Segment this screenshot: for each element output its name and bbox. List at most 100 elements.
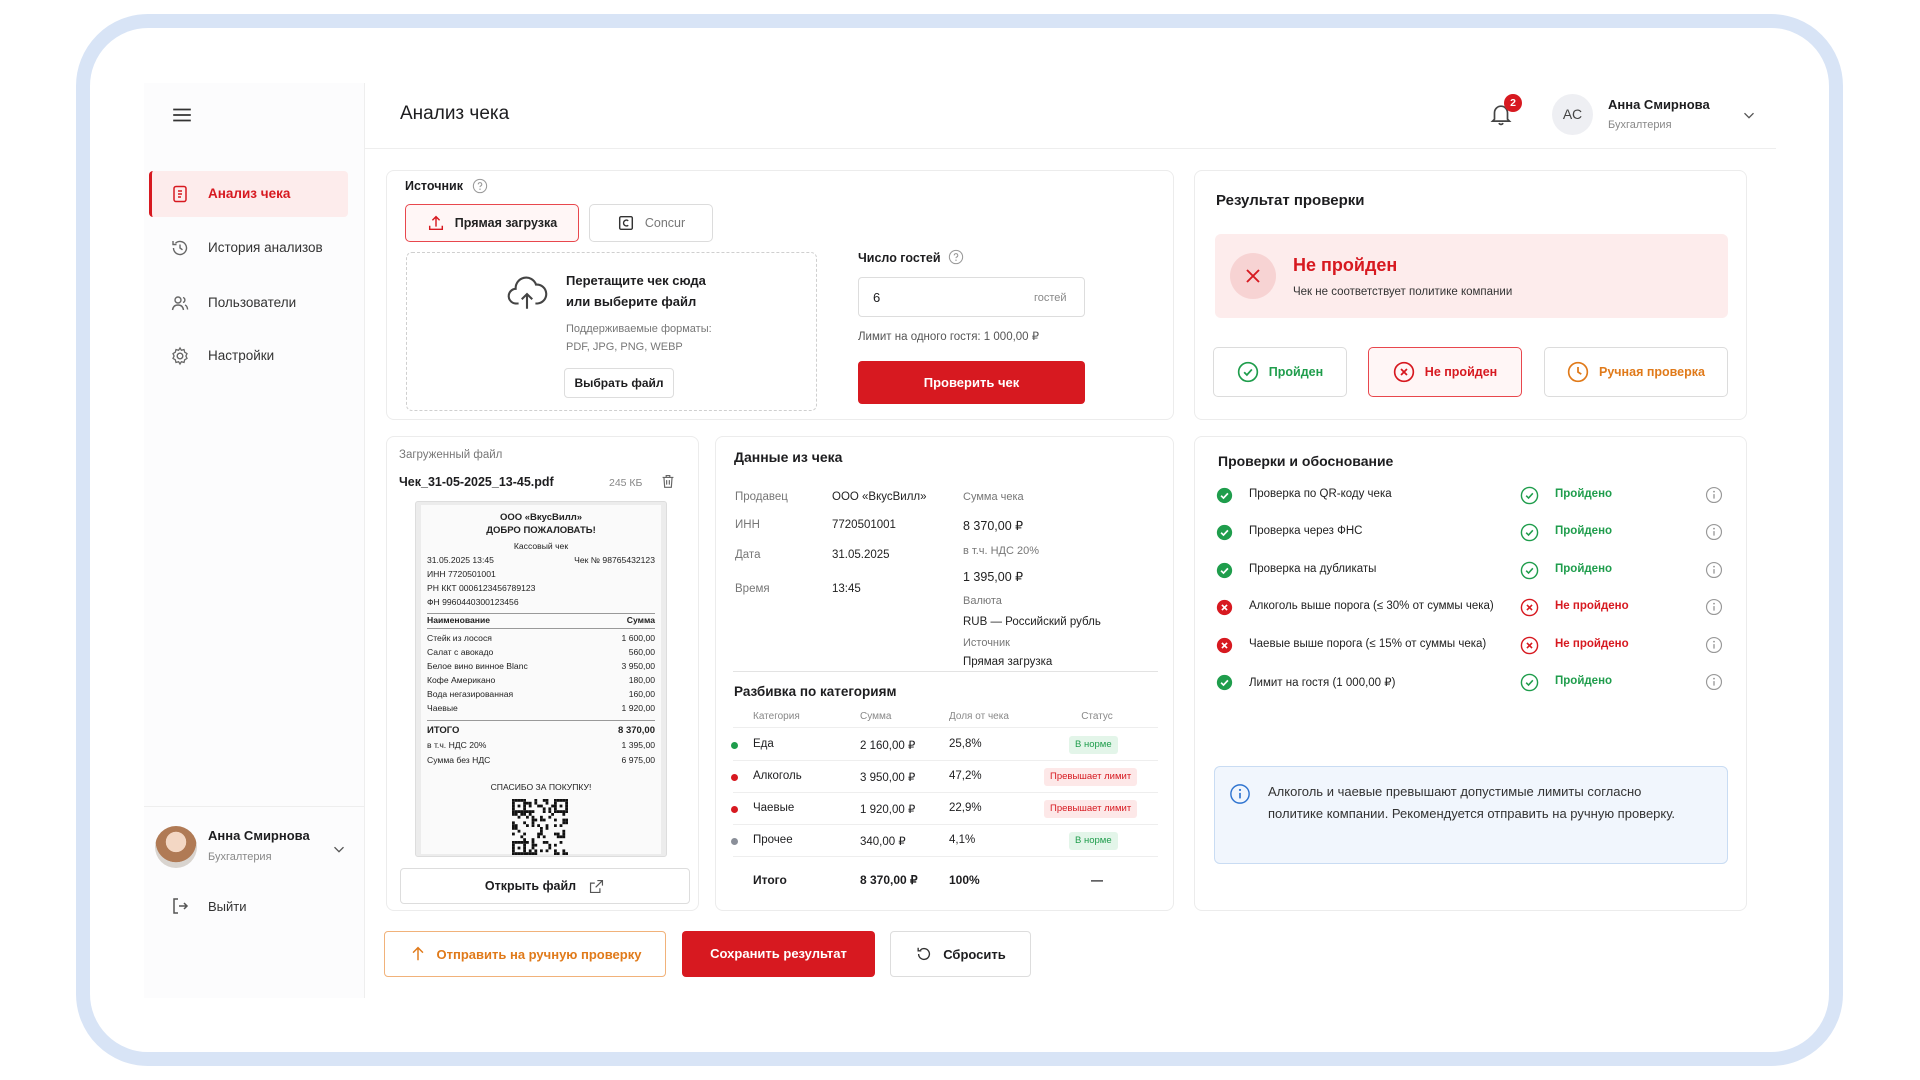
save-button[interactable]: Сохранить результат [682, 931, 875, 977]
receipt-footer: СПАСИБО ЗА ПОКУПКУ! [490, 782, 592, 792]
guests-label: Число гостей [858, 251, 941, 265]
dropzone-title: или выберите файл [566, 294, 697, 309]
receipt-total-sum: 1 395,00 [621, 740, 655, 750]
guests-value: 6 [873, 290, 881, 305]
user-avatar [155, 826, 197, 868]
check-icon [1216, 487, 1233, 504]
table-rule [733, 792, 1158, 793]
check-status-icon [1520, 636, 1539, 654]
nav-item[interactable]: Анализ чека [149, 171, 348, 217]
nav-label: Настройки [208, 348, 275, 363]
check-icon [1216, 637, 1233, 653]
check-icon [1216, 674, 1233, 691]
receipt-item: Вода негазированная [427, 689, 514, 699]
nav-icon [171, 296, 189, 311]
table-total: — [1091, 873, 1103, 887]
receipt-total-sum: 6 975,00 [621, 755, 655, 765]
option-icon [1393, 361, 1414, 383]
tab-direct-upload[interactable]: Прямая загрузка [405, 204, 579, 242]
receipt-item: Стейк из лосося [427, 633, 492, 643]
check-status: Пройдено [1555, 562, 1613, 575]
receipt-total: ИТОГО [427, 725, 460, 736]
table-rule [733, 824, 1158, 825]
manual-review-button[interactable]: Отправить на ручную проверку [384, 931, 666, 977]
check-status: Не пройдено [1555, 600, 1629, 613]
check-status: Не пройдено [1555, 637, 1629, 650]
category-dot [731, 838, 738, 845]
file-name: Чек_31-05-2025_13-45.pdf [399, 475, 554, 489]
total-value: Прямая загрузка [963, 656, 1053, 668]
header-user-role: Бухгалтерия [1608, 119, 1672, 131]
button-label: Сбросить [943, 946, 1006, 962]
receipt-item-sum: 3 950,00 [621, 661, 655, 671]
check-button[interactable]: Проверить чек [858, 361, 1085, 404]
tab-concur[interactable]: Concur [589, 204, 713, 242]
delete-icon [662, 475, 674, 488]
user-name: Анна Смирнова [208, 828, 310, 843]
info-button [1705, 524, 1723, 541]
table-cell: Алкоголь [753, 770, 802, 782]
table-cell: 1 920,00 ₽ [860, 804, 916, 816]
receipt-number: Чек № 98765432123 [574, 555, 655, 565]
result-status: Не пройден [1293, 255, 1398, 275]
check-status-icon [1520, 524, 1539, 542]
check-status: Пройдено [1555, 488, 1613, 500]
receipt-company: ООО «ВкусВилл» [499, 512, 583, 523]
table-total: Итого [753, 873, 787, 887]
field-label: ИНН [735, 519, 760, 531]
nav-icon [173, 185, 187, 203]
result-option[interactable]: Пройден [1213, 347, 1347, 397]
note-box [1214, 766, 1728, 864]
info-button [1705, 673, 1723, 691]
dropzone-title: Перетащите чек сюда [566, 273, 706, 288]
header-avatar[interactable]: АС [1552, 94, 1593, 135]
receipt-meta: РН ККТ 0006123456789123 [427, 583, 536, 593]
receipt-rule [427, 720, 655, 721]
section-divider [733, 671, 1158, 672]
logout-link[interactable]: Выйти [208, 899, 247, 914]
total-value: 1 395,00 ₽ [963, 570, 1024, 584]
receipt-col-head: Сумма [626, 615, 655, 625]
cloud-icon [507, 276, 548, 309]
open-file-button[interactable]: Открыть файл [400, 868, 690, 904]
reset-button[interactable]: Сбросить [890, 931, 1031, 977]
user-role: Бухгалтерия [208, 851, 272, 863]
guest-limit: Лимит на одного гостя: 1 000,00 ₽ [858, 331, 1040, 343]
table-cell: 2 160,00 ₽ [860, 740, 916, 752]
bell-icon [1490, 105, 1512, 126]
nav-label: Пользователи [208, 295, 297, 310]
result-option[interactable]: Не пройден [1368, 347, 1522, 397]
user-menu-chevron [334, 846, 344, 853]
category-dot [731, 742, 738, 749]
tab-label: Concur [644, 216, 686, 230]
upload-icon [428, 215, 443, 231]
receipt-rule [427, 613, 655, 614]
column-header: Категория [753, 711, 800, 722]
nav-icon [172, 240, 188, 256]
receipt-qr [512, 799, 568, 855]
nav-item[interactable]: Пользователи [149, 280, 348, 326]
concur-icon [618, 215, 633, 231]
check-status-icon [1520, 561, 1539, 580]
nav-item[interactable]: История анализов [149, 225, 348, 271]
field-value: 7720501001 [832, 519, 896, 531]
field-label: Продавец [735, 491, 788, 503]
formats: PDF, JPG, PNG, WEBP [566, 341, 683, 353]
dropzone[interactable] [406, 252, 817, 411]
field-value: 13:45 [832, 583, 861, 595]
button-label: Отправить на ручную проверку [436, 946, 642, 962]
receipt-total: Сумма без НДС [427, 755, 491, 765]
guests-input[interactable] [858, 277, 1085, 317]
table-cell: 22,9% [949, 802, 982, 814]
column-header: Сумма [860, 711, 892, 722]
check-icon [1216, 562, 1233, 578]
result-option[interactable]: Ручная проверка [1544, 347, 1728, 397]
notification-badge: 2 [1504, 94, 1522, 112]
field-label: Дата [735, 549, 761, 561]
option-icon [1567, 361, 1589, 383]
receipt-doc-type: Кассовый чек [513, 541, 569, 551]
nav-item[interactable]: Настройки [149, 333, 348, 379]
tab-label: Прямая загрузка [454, 216, 558, 230]
choose-file-button[interactable]: Выбрать файл [564, 368, 674, 398]
column-header: Доля от чека [949, 711, 1009, 722]
